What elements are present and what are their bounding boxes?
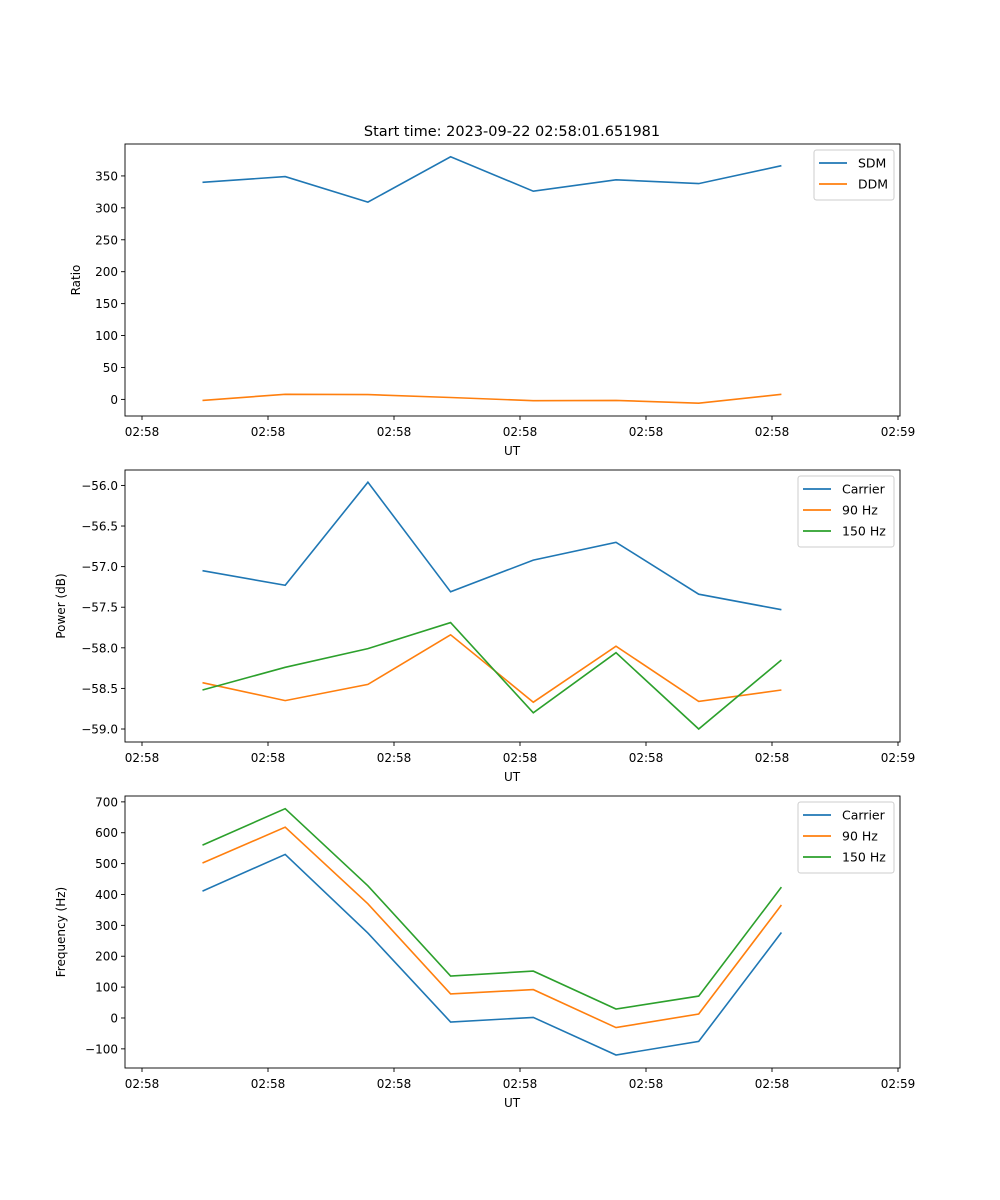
panel-2: −59.0 −58.5 −58.0 −57.5 −57.0 −56.5 −56.0 02:58… bbox=[54, 469, 916, 784]
legend-label: Carrier bbox=[842, 808, 886, 823]
x-tick-label: 02:58 bbox=[755, 425, 790, 439]
y-tick-label: 300 bbox=[95, 919, 118, 933]
x-tick-label: 02:58 bbox=[503, 425, 538, 439]
series-line-sdm bbox=[202, 155, 782, 203]
y-tick-label: 50 bbox=[103, 361, 118, 375]
x-tick-label: 02:58 bbox=[503, 1077, 538, 1091]
y-tick-label: 700 bbox=[95, 795, 118, 809]
x-axis-label: UT bbox=[504, 1096, 521, 1110]
x-tick-label: 02:58 bbox=[503, 751, 538, 765]
y-tick-label: −57.5 bbox=[81, 601, 118, 615]
series-line-150-hz bbox=[202, 621, 782, 731]
x-tick-label: 02:58 bbox=[629, 751, 664, 765]
legend-label: SDM bbox=[858, 156, 886, 171]
x-tick-label: 02:58 bbox=[377, 425, 412, 439]
legend-label: 150 Hz bbox=[842, 524, 886, 539]
legend: SDM DDM bbox=[813, 149, 895, 201]
y-tick-label: 100 bbox=[95, 329, 118, 343]
y-tick-label: 400 bbox=[95, 888, 118, 902]
y-tick-label: 150 bbox=[95, 297, 118, 311]
x-tick-label: 02:58 bbox=[377, 751, 412, 765]
y-tick-label: −58.0 bbox=[81, 641, 118, 655]
x-tick-label: 02:58 bbox=[629, 1077, 664, 1091]
y-tick-label: 0 bbox=[110, 1011, 118, 1025]
legend: Carrier 90 Hz 150 Hz bbox=[797, 801, 895, 874]
y-tick-label: −56.0 bbox=[81, 479, 118, 493]
y-tick-label: 0 bbox=[110, 393, 118, 407]
series-line-90-hz bbox=[202, 826, 783, 1029]
x-tick-label: 02:58 bbox=[377, 1077, 412, 1091]
y-tick-label: 200 bbox=[95, 265, 118, 279]
x-tick-label: 02:58 bbox=[755, 751, 790, 765]
chart-title: Start time: 2023-09-22 02:58:01.651981 bbox=[364, 124, 660, 140]
legend-box bbox=[797, 801, 895, 874]
y-axis-label: Power (dB) bbox=[54, 573, 68, 638]
axes-frame bbox=[124, 469, 901, 743]
series-line-ddm bbox=[202, 393, 782, 405]
x-axis-label: UT bbox=[504, 444, 521, 458]
x-tick-label: 02:59 bbox=[881, 1077, 916, 1091]
y-tick-label: −57.0 bbox=[81, 560, 118, 574]
y-tick-label: −100 bbox=[85, 1042, 118, 1056]
x-tick-label: 02:58 bbox=[251, 1077, 286, 1091]
y-tick-label: −56.5 bbox=[81, 520, 118, 534]
x-axis-label: UT bbox=[504, 770, 521, 784]
x-tick-label: 02:58 bbox=[125, 425, 160, 439]
legend-label: 90 Hz bbox=[842, 829, 878, 844]
x-tick-label: 02:58 bbox=[125, 1077, 160, 1091]
y-tick-label: −58.5 bbox=[81, 682, 118, 696]
y-axis-label: Ratio bbox=[69, 265, 83, 296]
panel-3: −100 0 100 200 300 400 500 600 700 02:58 02:58 02:5… bbox=[54, 795, 915, 1110]
y-tick-label: 250 bbox=[95, 233, 118, 247]
legend: Carrier 90 Hz 150 Hz bbox=[797, 475, 895, 548]
y-tick-label: −59.0 bbox=[81, 723, 118, 737]
x-tick-label: 02:59 bbox=[881, 425, 916, 439]
y-tick-label: 600 bbox=[95, 826, 118, 840]
y-tick-label: 350 bbox=[95, 169, 118, 183]
legend-label: Carrier bbox=[842, 482, 886, 497]
y-tick-label: 200 bbox=[95, 950, 118, 964]
legend-label: DDM bbox=[858, 177, 888, 192]
panels: 0 50 100 150 200 250 300 350 02:58 02:58 02:58 02:5… bbox=[54, 143, 916, 1110]
x-tick-label: 02:58 bbox=[251, 425, 286, 439]
axes-frame bbox=[124, 143, 901, 417]
x-tick-label: 02:58 bbox=[755, 1077, 790, 1091]
y-tick-label: 100 bbox=[95, 981, 118, 995]
axes-frame bbox=[124, 795, 901, 1069]
series-line-carrier bbox=[202, 480, 782, 611]
x-tick-label: 02:58 bbox=[629, 425, 664, 439]
y-tick-label: 500 bbox=[95, 857, 118, 871]
y-tick-label: 300 bbox=[95, 201, 118, 215]
y-axis-label: Frequency (Hz) bbox=[54, 887, 68, 978]
legend-label: 90 Hz bbox=[842, 503, 878, 518]
series-line-carrier bbox=[202, 853, 783, 1056]
legend-box bbox=[797, 475, 895, 548]
legend-label: 150 Hz bbox=[842, 850, 886, 865]
x-tick-label: 02:58 bbox=[251, 751, 286, 765]
x-tick-label: 02:58 bbox=[125, 751, 160, 765]
x-tick-label: 02:59 bbox=[881, 751, 916, 765]
series-line-150-hz bbox=[202, 807, 783, 1010]
panel-1: 0 50 100 150 200 250 300 350 02:58 02:58 02:58 02:5… bbox=[69, 143, 916, 458]
